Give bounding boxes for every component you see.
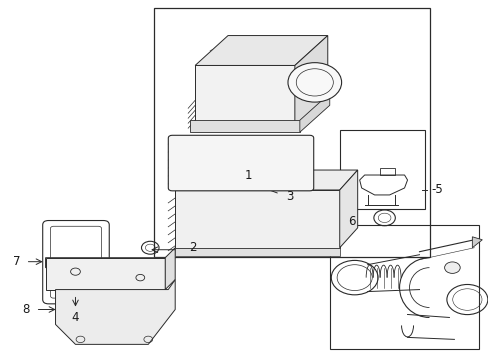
Polygon shape xyxy=(175,170,357,190)
Circle shape xyxy=(287,63,341,102)
Polygon shape xyxy=(56,280,175,345)
Polygon shape xyxy=(165,248,175,289)
Bar xyxy=(339,130,424,209)
Bar xyxy=(329,225,478,348)
Circle shape xyxy=(444,262,459,273)
Text: 2: 2 xyxy=(189,241,197,254)
Text: 4: 4 xyxy=(72,311,79,324)
FancyBboxPatch shape xyxy=(168,135,313,191)
Polygon shape xyxy=(471,237,481,248)
Bar xyxy=(154,8,429,257)
Text: 8: 8 xyxy=(22,303,29,316)
Polygon shape xyxy=(175,190,339,248)
Polygon shape xyxy=(299,93,329,132)
Polygon shape xyxy=(175,248,339,256)
Text: 3: 3 xyxy=(285,190,293,203)
Polygon shape xyxy=(45,258,175,268)
Text: 1: 1 xyxy=(244,168,251,181)
Text: 7: 7 xyxy=(13,255,20,268)
Polygon shape xyxy=(195,36,327,66)
Polygon shape xyxy=(195,66,294,128)
Polygon shape xyxy=(339,170,357,248)
Text: 6: 6 xyxy=(347,215,355,228)
Text: -5: -5 xyxy=(431,184,443,197)
Polygon shape xyxy=(45,258,165,289)
Polygon shape xyxy=(190,120,299,132)
Polygon shape xyxy=(294,36,327,128)
